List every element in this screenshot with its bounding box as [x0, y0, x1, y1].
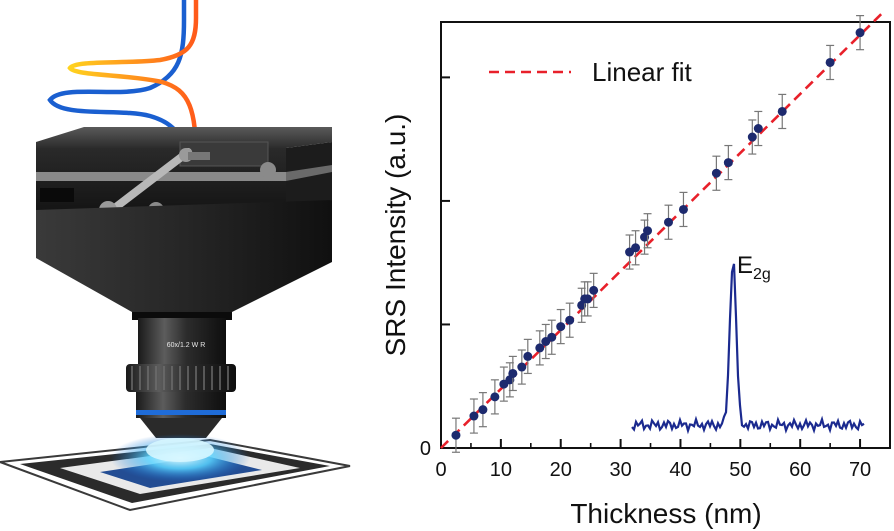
- data-point: [508, 355, 518, 392]
- orange-beam: [67, 0, 199, 161]
- point-marker: [469, 411, 479, 421]
- data-point: [711, 155, 721, 191]
- point-marker: [478, 405, 488, 415]
- point-marker: [490, 392, 500, 402]
- data-point: [547, 319, 557, 355]
- point-marker: [565, 315, 575, 325]
- point-marker: [451, 430, 461, 440]
- data-point: [499, 366, 509, 402]
- microscope-illustration: 60x/1.2 W R: [0, 0, 351, 512]
- point-marker: [723, 158, 733, 168]
- data-point: [583, 281, 593, 317]
- x-axis-ticks: 0 10 20 30 40 50 60 70: [435, 439, 871, 481]
- data-point: [753, 110, 763, 147]
- x-tick-label: 10: [490, 459, 512, 481]
- y-axis-ticks: 0: [420, 76, 450, 460]
- point-marker: [663, 217, 673, 227]
- microscope-housing: [36, 127, 332, 219]
- data-point: [825, 44, 835, 81]
- x-axis-title: Thickness (nm): [570, 498, 761, 529]
- data-point: [523, 338, 533, 375]
- data-point: [723, 144, 733, 181]
- point-marker: [589, 285, 599, 295]
- data-point: [451, 417, 461, 453]
- data-point: [478, 392, 488, 428]
- data-point: [777, 93, 787, 130]
- legend: Linear fit: [489, 57, 692, 87]
- point-marker: [753, 124, 763, 133]
- x-tick-label: 60: [789, 459, 811, 481]
- chart: 0 0 10 20 30 40 50 60 70 Linear fit E2g Thickne…: [380, 10, 891, 529]
- point-marker: [678, 204, 688, 214]
- data-point: [678, 191, 688, 228]
- x-tick-label: 40: [669, 459, 691, 481]
- point-marker: [517, 362, 527, 372]
- point-marker: [825, 57, 835, 67]
- blue-beam: [47, 0, 187, 161]
- data-point: [469, 398, 479, 434]
- data-point: [535, 330, 545, 366]
- objective-label: 60x/1.2 W R: [167, 342, 206, 349]
- y-tick-label: 0: [420, 438, 431, 460]
- objective-lens: 60x/1.2 W R: [126, 318, 236, 438]
- point-marker: [643, 226, 653, 236]
- data-point: [541, 323, 551, 360]
- point-marker: [547, 332, 557, 342]
- data-point: [747, 119, 757, 155]
- plot-frame: [440, 21, 891, 449]
- sample-slide: [0, 434, 351, 512]
- x-tick-label: 70: [849, 459, 871, 481]
- point-marker: [556, 322, 566, 332]
- data-point: [490, 379, 500, 415]
- data-point: [631, 230, 641, 266]
- inset-spectrum-line: [631, 263, 865, 435]
- microscope-funnel: [36, 200, 332, 312]
- data-point: [643, 213, 653, 249]
- data-point: [556, 308, 566, 345]
- x-tick-label: 50: [729, 459, 751, 481]
- point-marker: [777, 106, 787, 116]
- point-marker: [711, 168, 721, 178]
- data-point: [855, 15, 865, 51]
- x-tick-label: 20: [550, 459, 572, 481]
- x-tick-label: 0: [435, 459, 446, 481]
- inset-peak-label: E2g: [737, 252, 771, 283]
- inset-layer: [631, 263, 865, 435]
- data-point: [517, 349, 527, 385]
- x-tick-label: 30: [609, 459, 631, 481]
- laser-beams: [47, 0, 199, 161]
- data-point: [663, 204, 673, 240]
- data-point: [565, 302, 575, 338]
- inset-label-main: E: [737, 252, 753, 279]
- point-marker: [631, 243, 641, 253]
- point-marker: [508, 368, 518, 378]
- data-point: [589, 272, 599, 309]
- point-marker: [855, 28, 865, 38]
- inset-label-sub: 2g: [753, 266, 771, 283]
- y-axis-title: SRS Intensity (a.u.): [380, 114, 411, 357]
- point-marker: [523, 351, 533, 361]
- points-layer: [451, 15, 865, 453]
- point-marker: [583, 294, 593, 304]
- point-marker: [747, 132, 757, 142]
- legend-label-linear-fit: Linear fit: [592, 57, 692, 87]
- point-marker: [535, 343, 545, 353]
